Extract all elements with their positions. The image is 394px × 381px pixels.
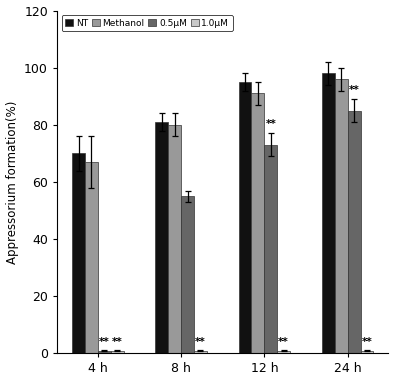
Bar (239, 82, 251, 354)
Bar (85, 162, 98, 354)
Text: **: ** (278, 337, 289, 347)
Bar (361, 351, 374, 354)
Y-axis label: Appressorium formation(%): Appressorium formation(%) (6, 100, 19, 264)
Bar (194, 351, 207, 354)
Bar (98, 351, 111, 354)
Text: **: ** (266, 119, 276, 129)
Bar (111, 351, 124, 354)
Bar (335, 79, 348, 354)
Bar (264, 145, 277, 354)
Bar (168, 125, 181, 354)
Text: **: ** (99, 337, 110, 347)
Bar (155, 122, 168, 354)
Bar (72, 154, 85, 354)
Text: **: ** (195, 337, 206, 347)
Text: **: ** (362, 337, 372, 347)
Text: **: ** (112, 337, 123, 347)
Bar (322, 74, 335, 354)
Bar (181, 196, 194, 354)
Legend: NT, Methanol, 0.5μM, 1.0μM: NT, Methanol, 0.5μM, 1.0μM (61, 15, 233, 31)
Text: **: ** (349, 85, 359, 95)
Bar (251, 93, 264, 354)
Bar (348, 110, 361, 354)
Bar (277, 351, 290, 354)
